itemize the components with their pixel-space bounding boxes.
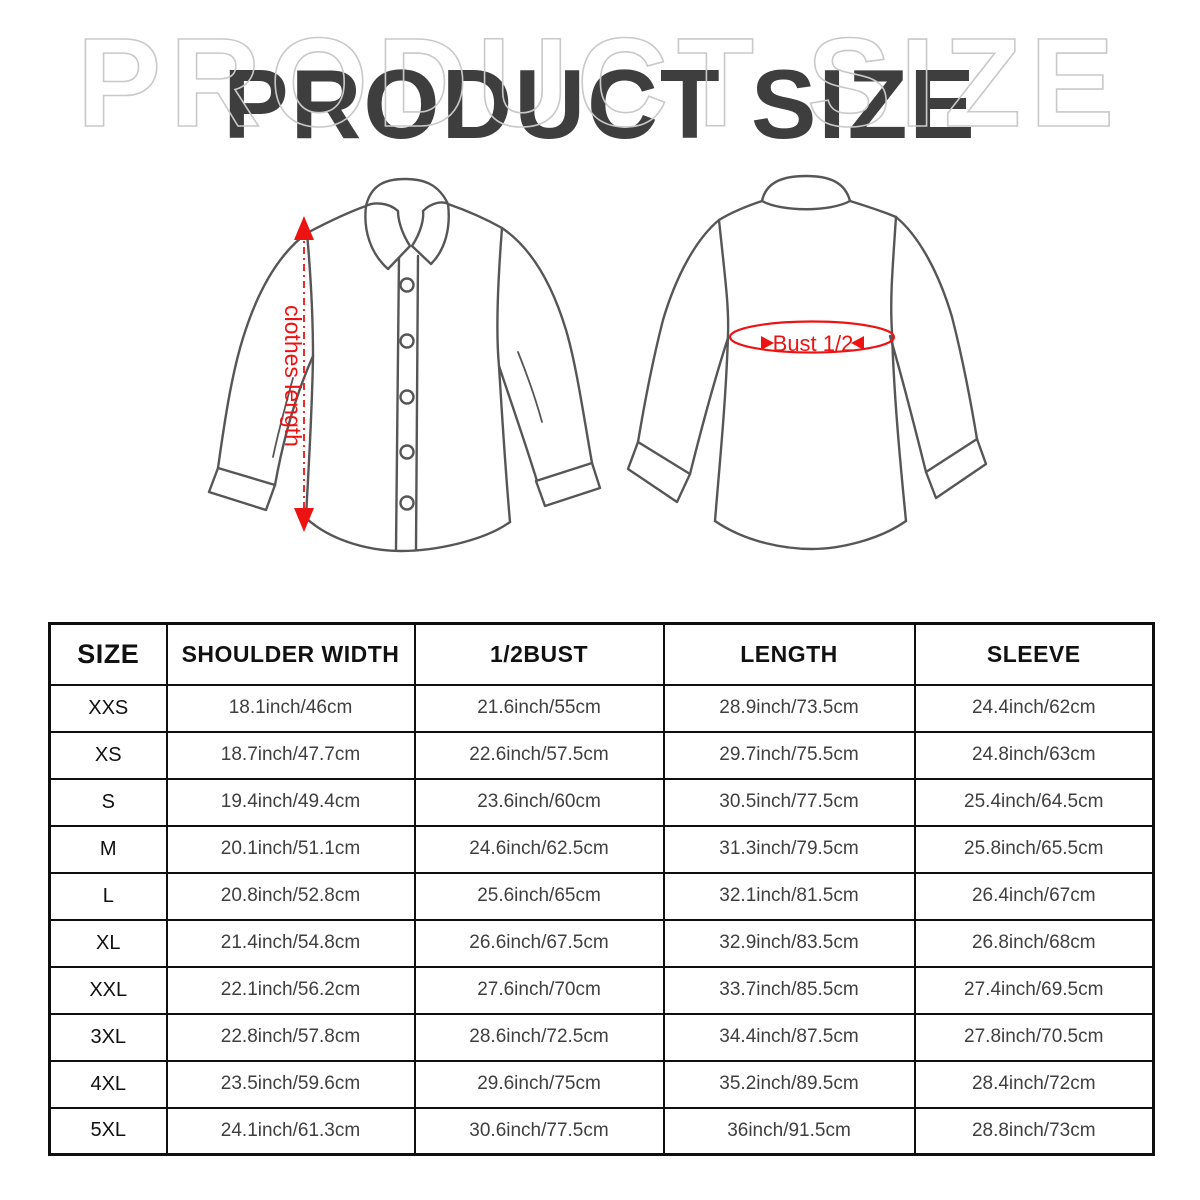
bust-measure: Bust 1/2 (728, 320, 896, 356)
bust-label: Bust 1/2 (773, 331, 854, 356)
measurement-cell: 27.8inch/70.5cm (913, 1012, 1155, 1062)
front-shirt-diagram: clothes length (207, 177, 602, 553)
measurement-cell: 23.6inch/60cm (413, 777, 665, 827)
measurement-cell: 29.7inch/75.5cm (662, 730, 916, 780)
table-row: M 20.1inch/51.1cm 24.6inch/62.5cm 31.3inch/… (48, 824, 1155, 874)
table-row: 4XL 23.5inch/59.6cm 29.6inch/75cm 35.2inch/… (48, 1059, 1155, 1109)
back-shirt-outline (626, 174, 988, 551)
measurement-cell: 18.7inch/47.7cm (165, 730, 416, 780)
measure-arrow-right-icon (761, 336, 774, 350)
table-row: L 20.8inch/52.8cm 25.6inch/65cm 32.1inch/81… (48, 871, 1155, 921)
measurement-cell: 34.4inch/87.5cm (662, 1012, 916, 1062)
table-row: XL 21.4inch/54.8cm 26.6inch/67.5cm 32.9inch… (48, 918, 1155, 968)
size-label-cell: 3XL (48, 1012, 168, 1062)
measure-arrow-up-icon (294, 216, 314, 240)
measurement-cell: 21.4inch/54.8cm (165, 918, 416, 968)
table-row: XXL 22.1inch/56.2cm 27.6inch/70cm 33.7inch/… (48, 965, 1155, 1015)
col-header-shoulder-width: SHOULDER WIDTH (165, 622, 416, 686)
measurement-cell: 33.7inch/85.5cm (662, 965, 916, 1015)
measurement-cell: 22.6inch/57.5cm (413, 730, 665, 780)
size-label-cell: XXL (48, 965, 168, 1015)
measurement-cell: 25.4inch/64.5cm (913, 777, 1155, 827)
measurement-cell: 26.4inch/67cm (913, 871, 1155, 921)
measurement-cell: 29.6inch/75cm (413, 1059, 665, 1109)
measurement-cell: 28.8inch/73cm (913, 1106, 1155, 1156)
measurement-cell: 24.1inch/61.3cm (165, 1106, 416, 1156)
measurement-cell: 27.6inch/70cm (413, 965, 665, 1015)
measurement-cell: 36inch/91.5cm (662, 1106, 916, 1156)
measurement-cell: 35.2inch/89.5cm (662, 1059, 916, 1109)
measurement-cell: 22.8inch/57.8cm (165, 1012, 416, 1062)
size-label-cell: M (48, 824, 168, 874)
table-row: 5XL 24.1inch/61.3cm 30.6inch/77.5cm 36inch/… (48, 1106, 1155, 1156)
measurement-cell: 32.1inch/81.5cm (662, 871, 916, 921)
col-header-length: LENGTH (662, 622, 916, 686)
measurement-cell: 31.3inch/79.5cm (662, 824, 916, 874)
button-placket (399, 277, 415, 511)
measurement-cell: 20.1inch/51.1cm (165, 824, 416, 874)
measurement-cell: 25.6inch/65cm (413, 871, 665, 921)
measurement-cell: 18.1inch/46cm (165, 683, 416, 733)
col-header-sleeve: SLEEVE (913, 622, 1155, 686)
measurement-cell: 26.8inch/68cm (913, 918, 1155, 968)
measurement-cell: 32.9inch/83.5cm (662, 918, 916, 968)
size-table-body: XXS 18.1inch/46cm 21.6inch/55cm 28.9inch/73… (48, 683, 1155, 1156)
table-row: XXS 18.1inch/46cm 21.6inch/55cm 28.9inch/73… (48, 683, 1155, 733)
clothes-length-label: clothes length (280, 305, 306, 447)
front-shirt-outline (207, 177, 602, 553)
measurement-cell: 24.8inch/63cm (913, 730, 1155, 780)
col-header-size: SIZE (48, 622, 168, 686)
measurement-cell: 22.1inch/56.2cm (165, 965, 416, 1015)
measurement-cell: 24.6inch/62.5cm (413, 824, 665, 874)
measurement-cell: 20.8inch/52.8cm (165, 871, 416, 921)
title-section: PRODUCT SIZE PRODUCT SIZE (0, 0, 1200, 170)
size-label-cell: XL (48, 918, 168, 968)
size-label-cell: XXS (48, 683, 168, 733)
measurement-cell: 23.5inch/59.6cm (165, 1059, 416, 1109)
page-title: PRODUCT SIZE (223, 49, 977, 159)
size-label-cell: L (48, 871, 168, 921)
measurement-cell: 27.4inch/69.5cm (913, 965, 1155, 1015)
measure-arrow-down-icon (294, 508, 314, 532)
size-label-cell: 4XL (48, 1059, 168, 1109)
back-shirt-diagram: Bust 1/2 (626, 174, 988, 551)
measurement-cell: 26.6inch/67.5cm (413, 918, 665, 968)
measurement-cell: 30.5inch/77.5cm (662, 777, 916, 827)
table-header-row: SIZE SHOULDER WIDTH 1/2BUST LENGTH SLEEV… (48, 622, 1155, 686)
measurement-cell: 28.6inch/72.5cm (413, 1012, 665, 1062)
bust-ellipse (728, 320, 896, 354)
size-label-cell: S (48, 777, 168, 827)
measurement-cell: 30.6inch/77.5cm (413, 1106, 665, 1156)
measurement-cell: 25.8inch/65.5cm (913, 824, 1155, 874)
table-row: XS 18.7inch/47.7cm 22.6inch/57.5cm 29.7inch… (48, 730, 1155, 780)
size-table: SIZE SHOULDER WIDTH 1/2BUST LENGTH SLEEV… (48, 622, 1155, 1156)
size-label-cell: 5XL (48, 1106, 168, 1156)
size-label-cell: XS (48, 730, 168, 780)
col-header-half-bust: 1/2BUST (413, 622, 665, 686)
measurement-cell: 21.6inch/55cm (413, 683, 665, 733)
measurement-cell: 24.4inch/62cm (913, 683, 1155, 733)
measurement-cell: 28.4inch/72cm (913, 1059, 1155, 1109)
measurement-cell: 19.4inch/49.4cm (165, 777, 416, 827)
clothes-length-measure: clothes length (280, 216, 314, 532)
measurement-cell: 28.9inch/73.5cm (662, 683, 916, 733)
measure-arrow-left-icon (851, 336, 864, 350)
table-row: S 19.4inch/49.4cm 23.6inch/60cm 30.5inch/77… (48, 777, 1155, 827)
table-row: 3XL 22.8inch/57.8cm 28.6inch/72.5cm 34.4inc… (48, 1012, 1155, 1062)
